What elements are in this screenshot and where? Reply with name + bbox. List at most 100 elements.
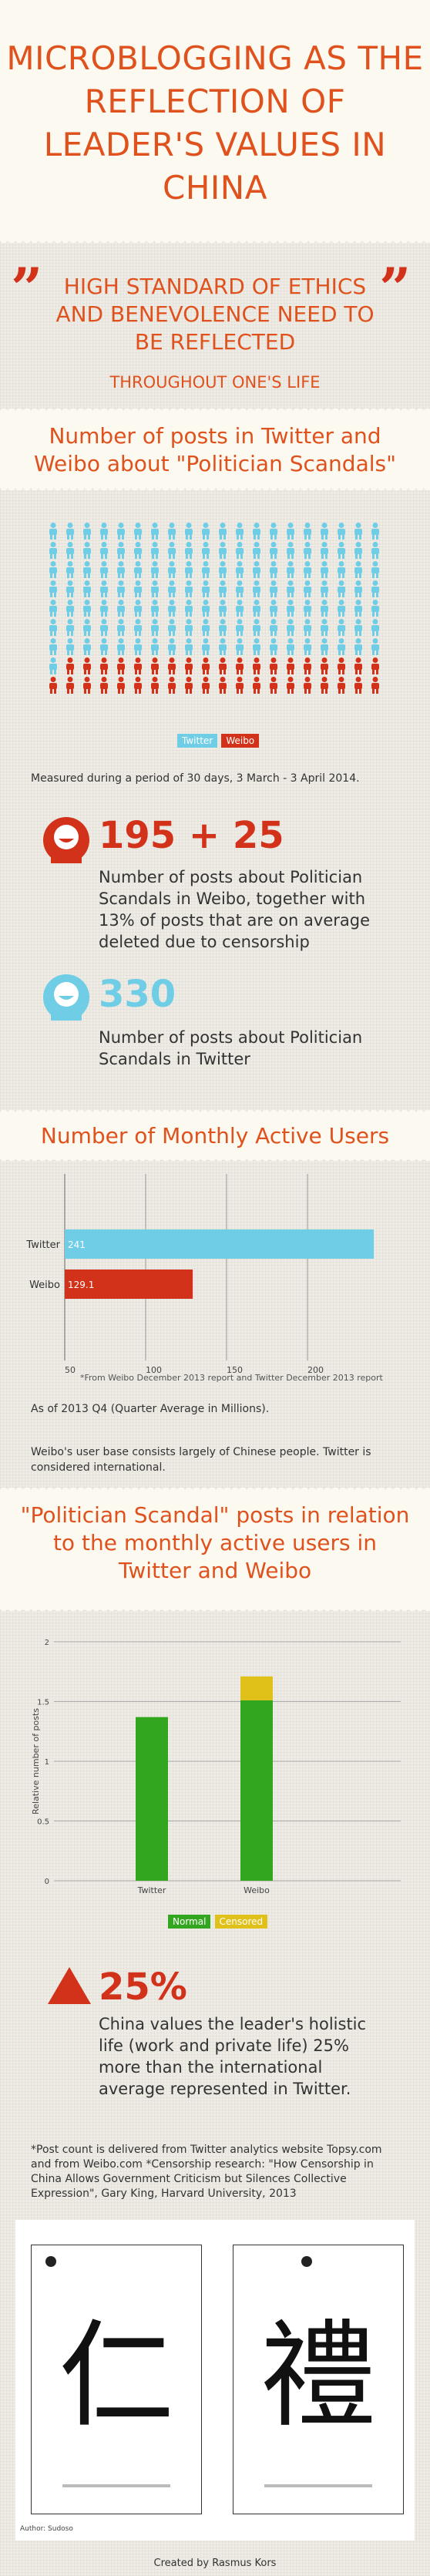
person-icon <box>236 619 244 636</box>
vbar-censored-weibo <box>240 1676 273 1700</box>
person-icon <box>338 657 345 674</box>
person-icon <box>202 619 210 636</box>
person-icon <box>151 657 159 674</box>
weibo-stat-number: 195 + 25 <box>99 814 284 857</box>
person-icon <box>321 638 328 655</box>
person-icon <box>117 523 125 540</box>
ratio-bar-chart: 0 0.5 1 1.5 2 Relative number of posts Twitter… <box>31 1639 401 1895</box>
person-icon <box>354 580 362 597</box>
person-icon <box>304 561 311 578</box>
users-section-title: Number of Monthly Active Users <box>40 1123 390 1148</box>
person-icon <box>100 561 108 578</box>
person-icon <box>304 677 311 694</box>
quote-sub: THROUGHOUT ONE'S LIFE <box>109 373 321 392</box>
person-icon <box>338 619 345 636</box>
poster-left-seal-icon <box>45 2256 56 2267</box>
ratio-stat-number: 25% <box>99 1966 187 2009</box>
person-icon <box>100 677 108 694</box>
person-icon <box>371 677 379 694</box>
person-icon <box>168 619 176 636</box>
person-icon <box>219 542 227 559</box>
person-icon <box>100 523 108 540</box>
hbar-tick-label: 50 <box>65 1365 76 1375</box>
person-icon <box>338 600 345 617</box>
person-icon <box>321 677 328 694</box>
person-icon <box>371 542 379 559</box>
person-icon <box>151 619 159 636</box>
person-icon <box>100 638 108 655</box>
person-icon <box>66 619 74 636</box>
poster-left-character: 仁 <box>58 2309 174 2443</box>
person-icon <box>253 561 260 578</box>
person-icon <box>83 542 91 559</box>
footnotes: *Post count is delivered from Twitter an… <box>31 2144 382 2200</box>
person-icon <box>134 657 142 674</box>
header-band <box>0 0 430 239</box>
person-icon <box>202 580 210 597</box>
person-icon <box>83 580 91 597</box>
person-icon <box>354 677 362 694</box>
vbar-category-label: Twitter <box>137 1885 166 1895</box>
person-icon <box>49 561 57 578</box>
person-icon <box>151 561 159 578</box>
vbar-normal-weibo <box>240 1700 273 1881</box>
person-icon <box>236 677 244 694</box>
triangle-icon <box>48 1967 91 2004</box>
person-icon <box>134 580 142 597</box>
person-icon <box>354 638 362 655</box>
person-icon <box>338 638 345 655</box>
person-icon <box>134 619 142 636</box>
posts-band-edge-top <box>0 405 430 412</box>
person-icon <box>338 677 345 694</box>
person-icon <box>168 561 176 578</box>
person-icon <box>253 542 260 559</box>
person-icon <box>83 561 91 578</box>
hbar-tick-label: 150 <box>227 1365 243 1375</box>
person-icon <box>321 542 328 559</box>
person-icon <box>321 619 328 636</box>
person-icon <box>168 657 176 674</box>
person-icon <box>168 638 176 655</box>
twitter-stat-number: 330 <box>99 973 176 1016</box>
person-icon <box>151 600 159 617</box>
vbar-tick-label: 2 <box>45 1639 49 1647</box>
person-icon <box>270 561 277 578</box>
ratio-band-edge-bottom <box>0 1607 430 1615</box>
person-icon <box>219 561 227 578</box>
person-icon <box>270 657 277 674</box>
person-icon <box>253 619 260 636</box>
person-icon <box>371 600 379 617</box>
person-icon <box>185 657 193 674</box>
person-icon <box>117 677 125 694</box>
person-icon <box>49 600 57 617</box>
person-icon <box>354 561 362 578</box>
person-icon <box>371 580 379 597</box>
person-icon <box>151 580 159 597</box>
person-icon <box>151 677 159 694</box>
hbar-tick-label: 100 <box>146 1365 162 1375</box>
person-icon <box>66 638 74 655</box>
vbar-category-label: Weibo <box>244 1885 270 1895</box>
person-icon <box>236 638 244 655</box>
person-icon <box>354 542 362 559</box>
person-icon <box>219 600 227 617</box>
person-icon <box>100 580 108 597</box>
person-icon <box>202 677 210 694</box>
legend-twitter: Twitter <box>177 734 218 748</box>
person-icon <box>236 657 244 674</box>
poster-author: Author: Sudoso <box>20 2525 73 2533</box>
person-icon <box>49 657 57 674</box>
person-icon <box>371 638 379 655</box>
quote-close-icon: ” <box>379 255 412 321</box>
person-icon <box>66 677 74 694</box>
person-icon <box>287 677 294 694</box>
person-icon <box>338 542 345 559</box>
hbar-category-label: Twitter <box>25 1239 60 1251</box>
person-icon <box>219 638 227 655</box>
person-icon <box>83 657 91 674</box>
person-icon <box>219 619 227 636</box>
users-band-edge-top <box>0 1106 430 1114</box>
quote-main: HIGH STANDARD OF ETHICS AND BENEVOLENCE … <box>55 274 375 355</box>
hbar-category-label: Weibo <box>29 1280 60 1291</box>
